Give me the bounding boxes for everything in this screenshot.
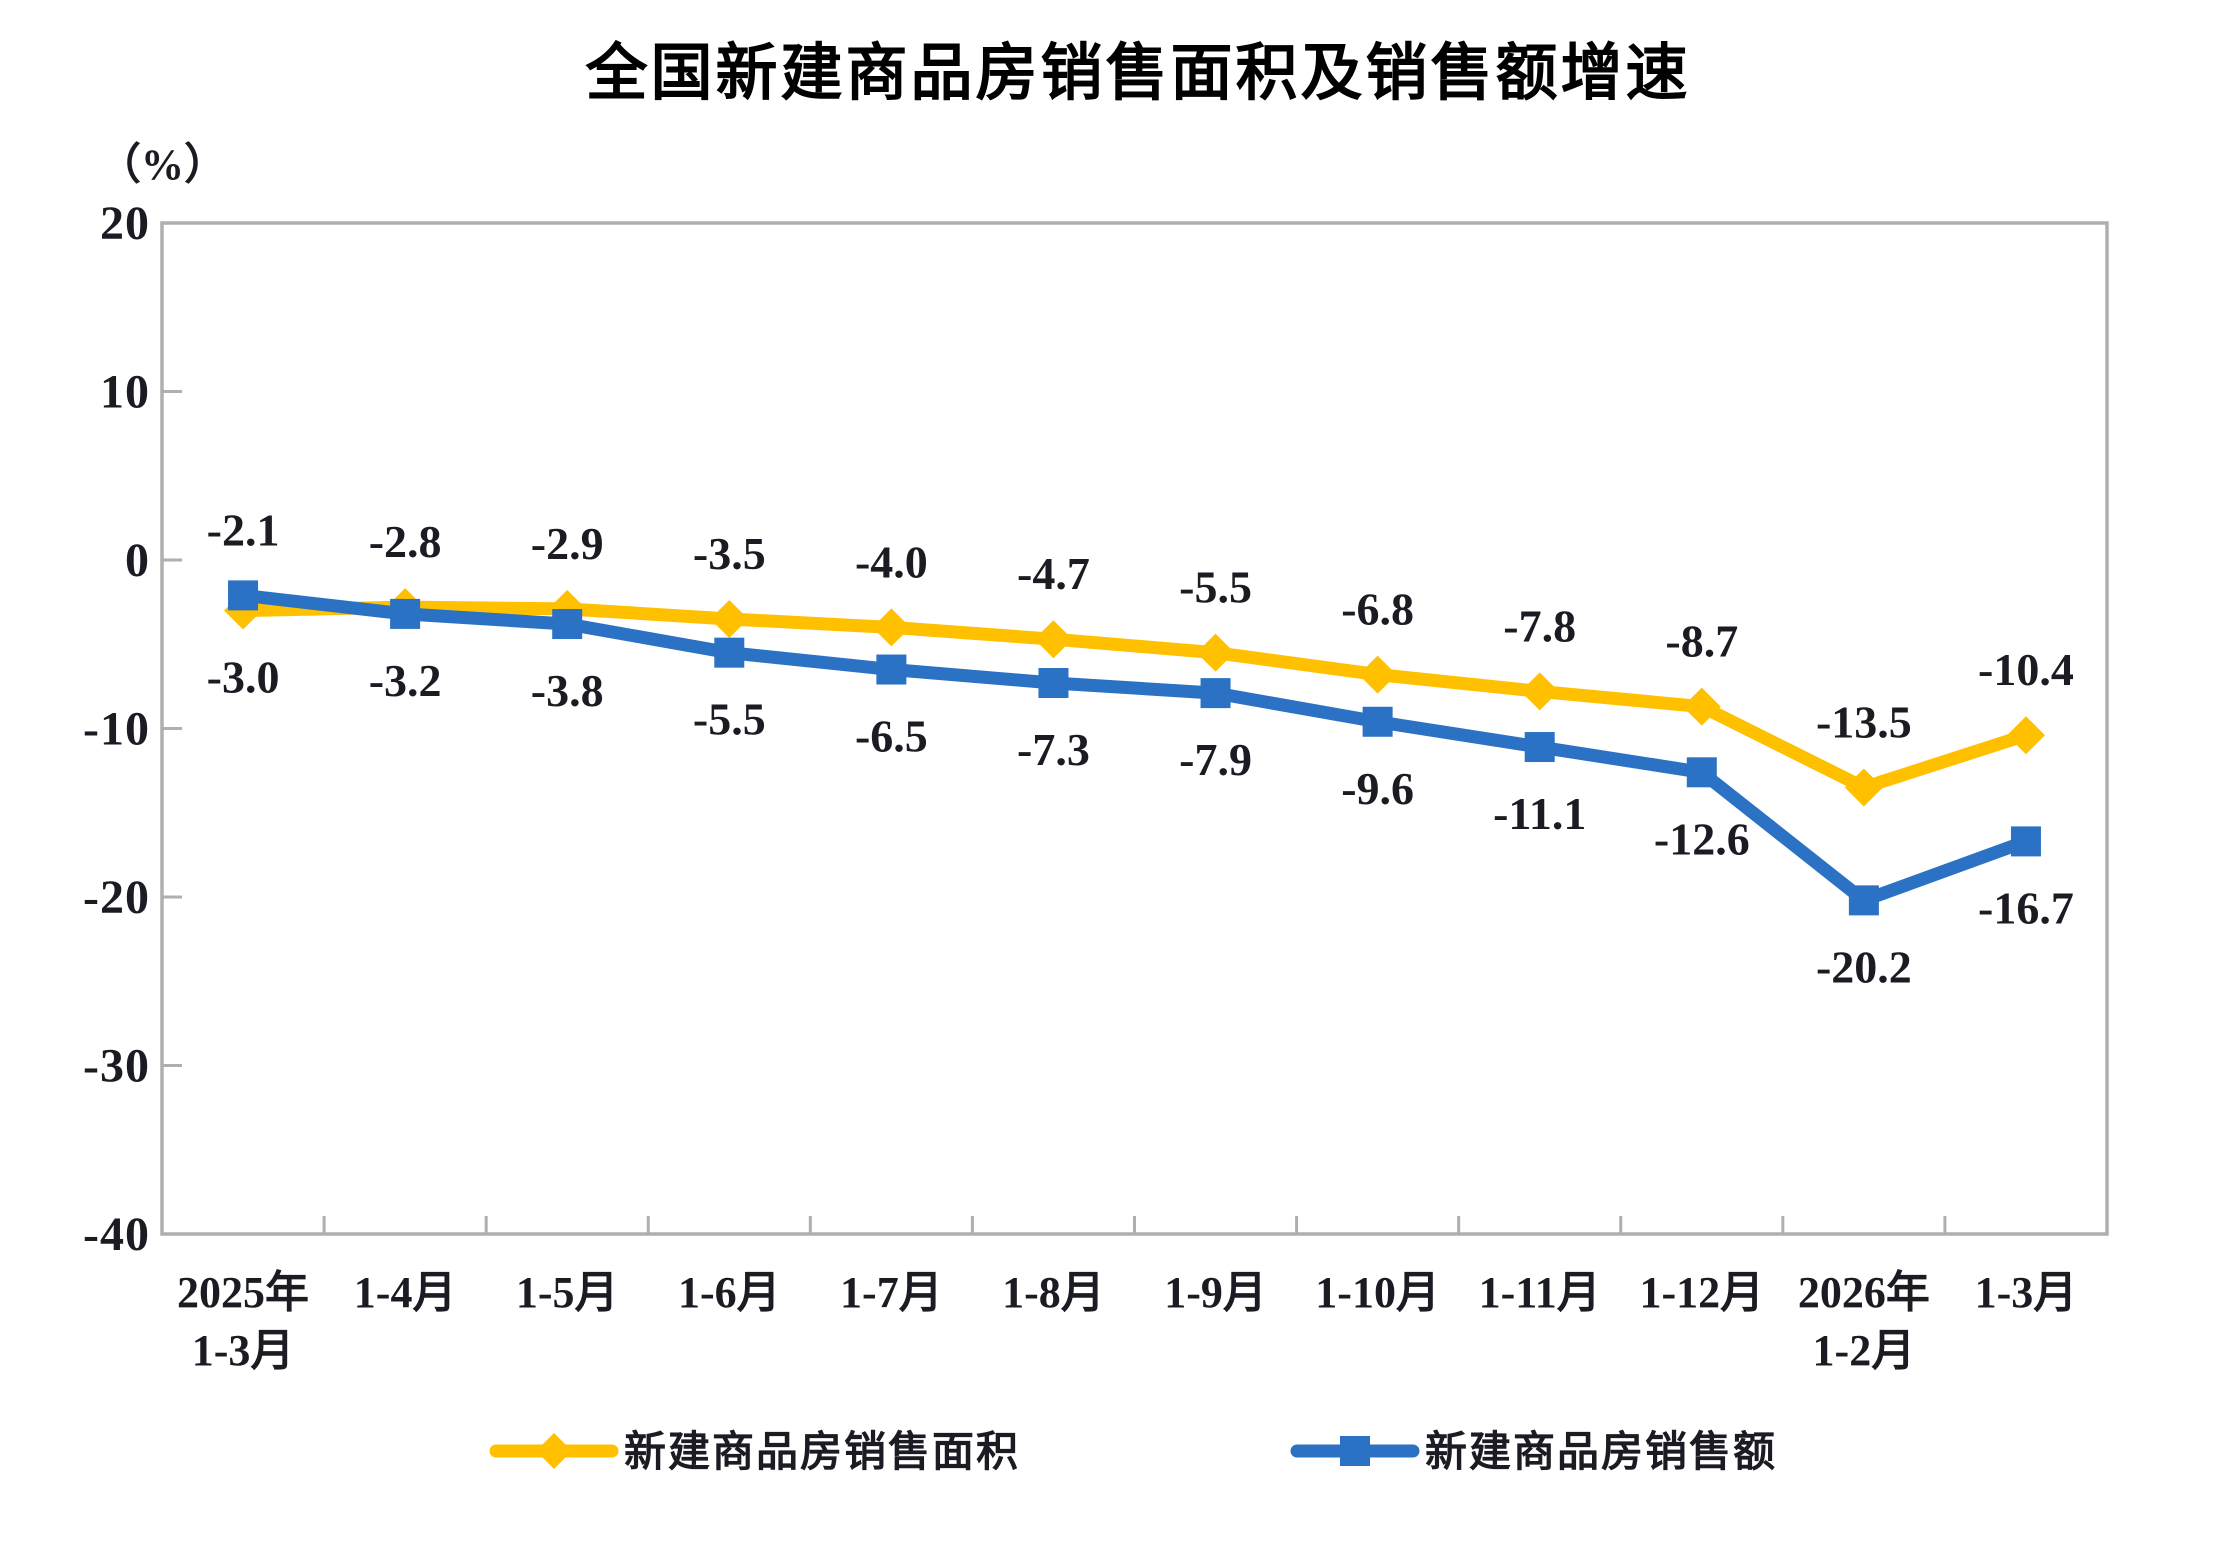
series-sales-amount-marker [2010,826,2041,857]
data-label-sales-area: -10.4 [1978,644,2074,695]
data-label-sales-amount: -7.9 [1179,734,1252,785]
series-sales-amount-line [236,588,2033,907]
y-axis-label: -30 [83,1040,150,1093]
legend-marker-sales-amount [1340,1436,1370,1466]
series-sales-area-marker [1196,633,1235,672]
data-label-sales-amount: -11.1 [1493,788,1586,839]
y-axis-label: -20 [83,871,150,924]
x-category-label: 1-11月 [1479,1268,1601,1317]
y-axis-label: 20 [100,197,150,250]
data-label-sales-amount: -3.2 [369,655,442,706]
x-category-label: 1-3月 [1975,1268,2078,1317]
data-label-sales-area: -4.0 [855,536,928,587]
x-category-label: 1-10月 [1315,1268,1440,1317]
data-label-sales-amount: -3.8 [531,665,604,716]
data-label-sales-amount: -12.6 [1654,813,1750,864]
x-category-label: 1-6月 [678,1268,781,1317]
data-label-sales-area: -7.8 [1503,600,1576,651]
series-sales-amount-marker [1524,732,1555,763]
series-sales-area-marker [1520,672,1559,711]
series-sales-amount-marker [876,654,907,685]
series-sales-amount-marker [1200,678,1231,709]
series-sales-area-marker [1034,620,1073,659]
data-label-sales-amount: -9.6 [1341,763,1414,814]
data-label-sales-area: -6.8 [1341,584,1414,635]
data-label-sales-area: -13.5 [1816,696,1912,747]
y-axis-label: 0 [125,534,150,587]
series-sales-area-marker [710,599,749,638]
x-category-label: 1-12月 [1639,1268,1764,1317]
x-category-label: 1-5月 [516,1268,619,1317]
y-axis-label: -10 [83,703,150,756]
x-category-label: 2026年 [1798,1268,1930,1317]
x-category-label: 2025年 [177,1268,309,1317]
series-sales-amount-marker [228,580,259,611]
data-label-sales-area: -2.9 [531,518,604,569]
data-label-sales-area: -3.0 [207,652,280,703]
series-sales-area-marker [1358,655,1397,694]
series-sales-area-marker [1682,687,1721,726]
x-category-label: 1-8月 [1002,1268,1105,1317]
series-sales-amount-marker [390,598,421,629]
legend-marker-sales-area [536,1433,572,1469]
x-category-label: 1-4月 [354,1268,457,1317]
y-axis-label: -40 [83,1208,150,1261]
data-label-sales-amount: -2.1 [207,504,280,555]
series-sales-amount-marker [714,637,745,668]
y-axis-unit-label: （%） [98,142,227,189]
legend-label-sales-area: 新建商品房销售面积 [624,1429,1020,1476]
series-sales-amount-marker [1686,757,1717,788]
series-sales-amount-marker [1848,885,1879,916]
data-label-sales-area: -4.7 [1017,548,1090,599]
data-label-sales-area: -8.7 [1665,616,1738,667]
data-label-sales-amount: -16.7 [1978,882,2074,933]
chart-title: 全国新建商品房销售面积及销售额增速 [585,39,1691,108]
data-label-sales-area: -3.5 [693,528,766,579]
data-label-sales-area: -5.5 [1179,562,1252,613]
series-sales-area-marker [1844,768,1883,807]
x-category-label: 1-9月 [1164,1268,1267,1317]
series-sales-area-marker [872,608,911,647]
data-label-sales-amount: -20.2 [1816,941,1912,992]
legend-label-sales-amount: 新建商品房销售额 [1425,1429,1777,1476]
series-sales-amount-marker [1038,668,1069,699]
series-sales-amount-marker [1362,706,1393,737]
x-category-label: 1-2月 [1813,1326,1916,1375]
x-category-label: 1-7月 [840,1268,943,1317]
data-label-sales-area: -2.8 [369,516,442,567]
x-category-label: 1-3月 [192,1326,295,1375]
data-label-sales-amount: -5.5 [693,694,766,745]
series-sales-amount-marker [552,609,583,640]
series-sales-area-line [236,600,2033,794]
data-label-sales-amount: -7.3 [1017,724,1090,775]
y-axis-label: 10 [100,366,150,419]
data-label-sales-amount: -6.5 [855,711,928,762]
series-sales-area-marker [2006,716,2045,755]
